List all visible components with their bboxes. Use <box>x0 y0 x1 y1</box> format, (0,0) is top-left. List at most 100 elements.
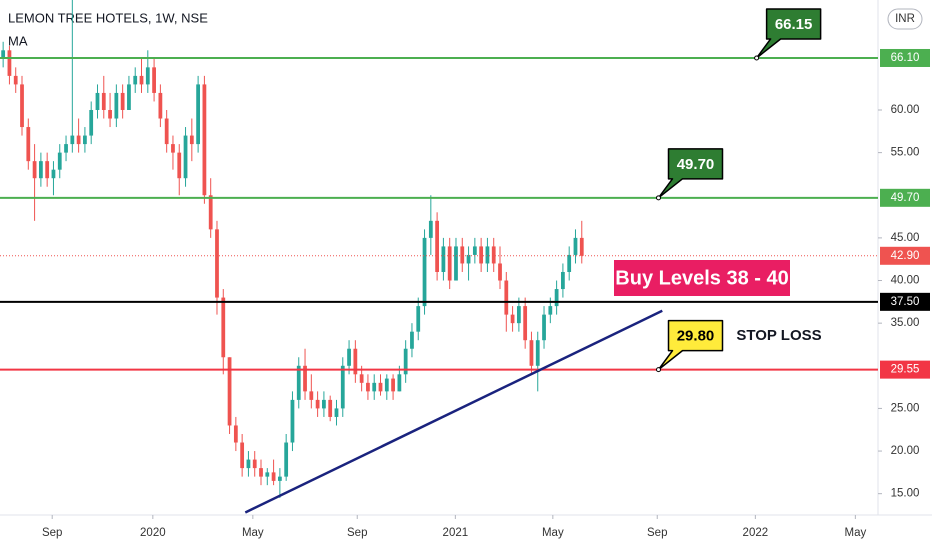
candle-body <box>435 220 439 272</box>
level-label: 49.70 <box>891 192 920 204</box>
candle-body <box>479 246 484 264</box>
x-tick-label: May <box>542 527 564 539</box>
candle-body <box>76 135 81 145</box>
candle-body <box>7 50 12 76</box>
candle-body <box>202 84 207 196</box>
callout-text: 66.15 <box>775 16 813 33</box>
y-tick-label: 20.00 <box>891 445 920 457</box>
candle-body <box>277 476 282 481</box>
candle-body <box>498 263 502 281</box>
candle-body <box>366 382 370 392</box>
y-tick-label: 25.00 <box>891 402 920 414</box>
currency-badge[interactable] <box>887 8 923 30</box>
callout-text: 49.70 <box>677 156 715 173</box>
currency-label: INR <box>895 13 915 25</box>
candle-body <box>315 399 320 409</box>
callout-box <box>657 319 724 371</box>
candle-body <box>189 135 194 145</box>
candle-body <box>403 348 408 375</box>
candle-body <box>504 280 509 315</box>
callout-anchor <box>656 195 661 201</box>
chart-title: LEMON TREE HOTELS, 1W, NSE <box>8 10 208 25</box>
candle-body <box>139 75 144 85</box>
candle-body <box>353 348 358 375</box>
candle-body <box>13 75 18 85</box>
candle-body <box>127 84 131 110</box>
candle-body <box>265 472 270 477</box>
candle-body <box>120 92 125 110</box>
candle-body <box>542 314 546 341</box>
candle-body <box>64 144 68 153</box>
candle-body <box>460 246 465 264</box>
callout-anchor <box>656 367 661 373</box>
candle-body <box>485 246 490 264</box>
candle-body <box>554 289 559 307</box>
candle-body <box>416 306 421 332</box>
candle-body <box>516 306 521 324</box>
x-tick-label: 2021 <box>443 527 469 539</box>
candle-body <box>573 237 578 255</box>
candle-body <box>252 459 257 469</box>
y-tick-label: 35.00 <box>891 317 920 329</box>
candle-body <box>579 237 584 256</box>
candle-body <box>152 67 156 93</box>
candle-body <box>567 254 572 272</box>
candle-body <box>428 220 433 238</box>
candle-body <box>114 92 119 119</box>
y-tick-label: 55.00 <box>891 147 920 159</box>
candle-body <box>290 399 295 443</box>
candle-body <box>32 161 37 179</box>
candle-body <box>1 50 6 59</box>
candle-body <box>561 271 565 290</box>
candle-body <box>491 246 496 264</box>
candle-body <box>221 297 226 358</box>
candle-body <box>334 408 339 417</box>
candle-body <box>328 399 333 417</box>
last-price-badge <box>880 246 930 265</box>
candle-body <box>322 399 326 409</box>
candle-body <box>454 246 458 281</box>
level-badge <box>880 360 930 379</box>
x-tick-label: 2022 <box>743 527 769 539</box>
buy-levels-box <box>612 258 792 298</box>
candle-body <box>164 118 169 145</box>
candle-body <box>233 425 238 443</box>
candle-body <box>227 357 232 426</box>
callout-box <box>755 8 822 59</box>
x-tick-label: May <box>242 527 264 539</box>
candle-body <box>347 348 351 366</box>
y-tick-label: 60.00 <box>891 104 920 116</box>
candle-body <box>447 246 452 281</box>
candle-body <box>466 254 471 264</box>
candle-body <box>101 92 106 110</box>
candle-body <box>83 135 87 145</box>
y-tick-label: 15.00 <box>891 488 920 500</box>
candle-body <box>108 109 112 119</box>
candle-body <box>510 314 515 324</box>
candle-body <box>296 365 301 400</box>
candle-body <box>372 382 377 392</box>
candle-body <box>309 391 314 400</box>
candle-body <box>259 468 263 477</box>
candle-body <box>177 152 182 179</box>
candle-body <box>51 169 56 179</box>
level-badge <box>880 48 930 67</box>
x-tick-label: May <box>844 527 866 539</box>
callout-anchor <box>754 55 760 61</box>
last-price-label: 42.90 <box>891 250 920 262</box>
level-badge <box>880 292 930 311</box>
candle-body <box>183 135 188 179</box>
candle-body <box>196 84 201 145</box>
x-tick-label: 2020 <box>140 527 166 539</box>
buy-levels-text: Buy Levels 38 - 40 <box>615 267 788 289</box>
x-tick-label: Sep <box>347 527 367 539</box>
candle-body <box>70 135 75 145</box>
stop-loss-text: STOP LOSS <box>736 327 821 344</box>
callout-box <box>657 148 724 199</box>
candle-body <box>145 67 150 85</box>
candle-body <box>38 161 43 179</box>
candle-body <box>26 127 31 162</box>
candle-body <box>20 84 24 128</box>
candle-body <box>303 365 307 392</box>
